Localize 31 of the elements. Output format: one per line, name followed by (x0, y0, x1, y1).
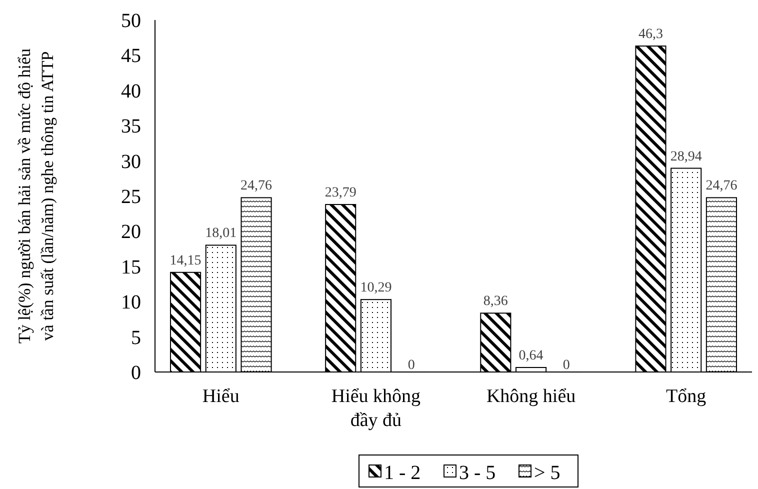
data-label: 8,36 (483, 294, 508, 310)
data-label: 23,79 (324, 186, 356, 201)
x-tick-label: Không hiểu (486, 386, 576, 407)
y-tick-label: 50 (121, 10, 141, 32)
legend-label: 3 - 5 (459, 462, 496, 484)
data-label: 0,64 (518, 348, 544, 364)
y-tick-label: 30 (121, 150, 141, 173)
data-label: 10,29 (360, 280, 392, 296)
data-label: 24,76 (240, 178, 272, 194)
legend-label: > 5 (534, 462, 560, 484)
data-label: 46,3 (638, 27, 663, 42)
y-tick-label: 10 (121, 292, 141, 314)
x-tick-label: Tổng (666, 386, 707, 407)
y-tick-label: 45 (121, 45, 141, 68)
data-label: 0 (408, 358, 415, 373)
legend-label: 1 - 2 (384, 462, 421, 484)
data-label: 14,15 (170, 253, 202, 268)
y-axis-title: Tỷ lệ(%) người bán hải sản về mức độ hiểu và tần suất (lần/năm) nghe thông tin ATTP (15, 48, 57, 344)
y-tick-label: 0 (131, 362, 141, 384)
y-tick-label: 15 (121, 256, 141, 278)
y-tick-label: 40 (121, 80, 141, 102)
y-tick-label: 35 (121, 116, 141, 138)
x-tick-label: Hiểu (202, 386, 240, 407)
data-label: 24,76 (706, 178, 738, 194)
data-label: 18,01 (205, 226, 237, 242)
y-tick-label: 25 (121, 186, 141, 208)
data-label: 0 (562, 358, 570, 373)
y-tick-label: 5 (131, 326, 141, 349)
y-tick-label: 20 (121, 221, 141, 244)
data-label: 28,94 (670, 149, 702, 164)
x-tick-label: Hiểu không đầy đủ (331, 386, 422, 431)
